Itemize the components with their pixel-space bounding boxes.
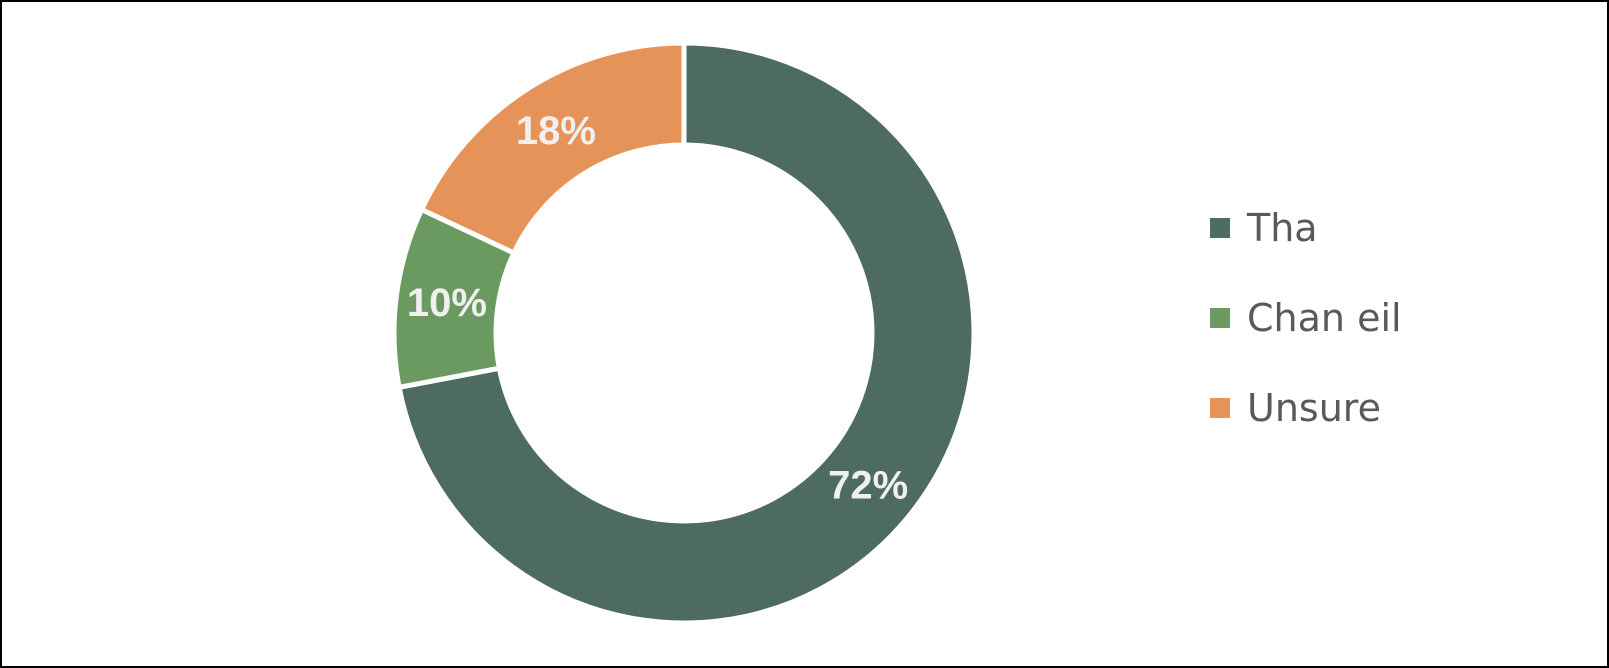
data-label-tha: 72%	[828, 463, 908, 507]
legend-swatch-unsure	[1210, 398, 1230, 418]
slices-group	[391, 40, 977, 626]
slice-tha	[396, 40, 977, 626]
data-label-chan-eil: 10%	[407, 281, 487, 325]
data-label-unsure: 18%	[516, 109, 596, 153]
legend-label-tha: Tha	[1246, 206, 1318, 250]
legend: Tha Chan eil Unsure	[1210, 206, 1402, 430]
legend-swatch-chan-eil	[1210, 308, 1230, 328]
slice-unsure	[418, 40, 687, 257]
legend-label-unsure: Unsure	[1247, 386, 1381, 430]
data-labels-group: 72% 10% 18%	[407, 109, 908, 507]
legend-label-chan-eil: Chan eil	[1247, 296, 1402, 340]
legend-swatch-tha	[1210, 218, 1230, 238]
